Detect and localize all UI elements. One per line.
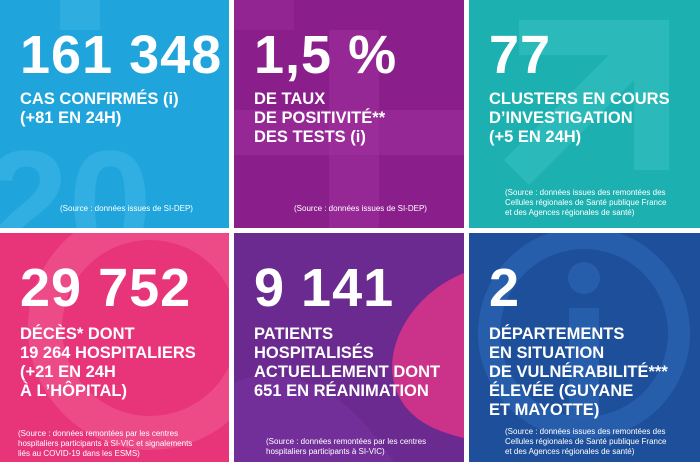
- tile-value: 2: [489, 258, 521, 318]
- tile-source: (Source : données remontées par les cent…: [266, 437, 427, 456]
- svg-text:20: 20: [0, 119, 152, 228]
- decorative-blob-graphic: [234, 273, 464, 462]
- tile-label: DE TAUX DE POSITIVITÉ** DES TESTS (i): [254, 90, 386, 146]
- decorative-digits-graphic: 20: [0, 0, 152, 228]
- tile-value: 9 141: [254, 258, 395, 318]
- tile-hospitalized: 9 141 PATIENTS HOSPITALISÉS ACTUELLEMENT…: [234, 233, 464, 462]
- tile-label: CLUSTERS EN COURS D’INVESTIGATION (+5 EN…: [489, 90, 670, 146]
- tile-source: (Source : données issues de SI-DEP): [294, 204, 427, 213]
- tile-clusters: 77 CLUSTERS EN COURS D’INVESTIGATION (+5…: [469, 0, 700, 228]
- tile-vulnerable-departments: 2 DÉPARTEMENTS EN SITUATION DE VULNÉRABI…: [469, 233, 700, 462]
- tile-source: (Source : données remontées par les cent…: [18, 429, 193, 458]
- tile-source: (Source : données issues des remontées d…: [505, 427, 667, 456]
- tile-label: DÉPARTEMENTS EN SITUATION DE VULNÉRABILI…: [489, 325, 668, 419]
- tile-deaths: 29 752 DÉCÈS* DONT 19 264 HOSPITALIERS (…: [0, 233, 229, 462]
- decorative-info-graphic: [478, 233, 690, 439]
- tile-label: CAS CONFIRMÉS (i) (+81 EN 24H): [20, 90, 179, 127]
- decorative-ring-graphic: [28, 233, 229, 450]
- tile-source: (Source : données issues des remontées d…: [505, 188, 667, 217]
- tile-value: 1,5 %: [254, 25, 398, 85]
- tile-label: PATIENTS HOSPITALISÉS ACTUELLEMENT DONT …: [254, 325, 441, 400]
- tile-confirmed-cases: 20 161 348 CAS CONFIRMÉS (i) (+81 EN 24H…: [0, 0, 229, 228]
- tile-positivity-rate: 1,5 % DE TAUX DE POSITIVITÉ** DES TESTS …: [234, 0, 464, 228]
- decorative-arrow-graphic: [504, 20, 669, 185]
- tile-value: 29 752: [20, 258, 192, 318]
- tile-value: 161 348: [20, 25, 223, 85]
- tile-label: DÉCÈS* DONT 19 264 HOSPITALIERS (+21 EN …: [20, 325, 196, 400]
- tile-value: 77: [489, 25, 552, 85]
- decorative-plus-graphic: [234, 0, 464, 228]
- tile-source: (Source : données issues de SI-DEP): [60, 204, 193, 213]
